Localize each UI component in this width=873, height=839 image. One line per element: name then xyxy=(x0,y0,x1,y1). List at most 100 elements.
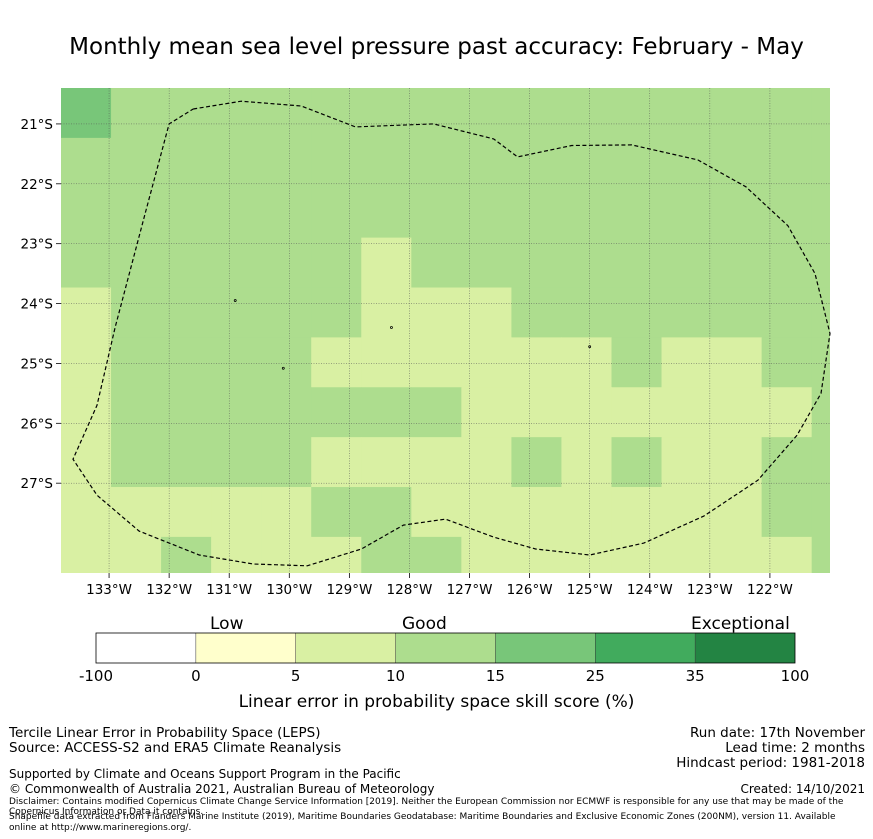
heatmap-cell xyxy=(611,437,663,488)
colorbar-segment xyxy=(96,633,196,663)
heatmap-cell xyxy=(161,237,212,289)
heatmap-cell xyxy=(461,137,512,189)
eez-boundary xyxy=(72,100,831,567)
heatmap-cell xyxy=(761,187,813,239)
heatmap-cell xyxy=(111,437,162,488)
heatmap-cell xyxy=(811,337,830,388)
heatmap-cell xyxy=(111,237,162,289)
heatmap-cell xyxy=(761,137,813,189)
colorbar-tick-label: 25 xyxy=(585,667,605,685)
heatmap-cell xyxy=(561,487,612,538)
heatmap-cell xyxy=(111,137,162,189)
heatmap-cell xyxy=(161,437,212,488)
island-marker xyxy=(588,345,592,349)
heatmap-cell xyxy=(811,187,830,239)
heatmap-cell xyxy=(561,237,612,289)
colorbar-tick-label: 10 xyxy=(386,667,406,685)
y-tick-label: 25°S xyxy=(21,356,54,372)
supported-text: Supported by Climate and Oceans Support … xyxy=(9,767,401,781)
heatmap-cell xyxy=(111,88,162,139)
disclaimer-line-1: Disclaimer: Contains modified Copernicus… xyxy=(9,797,844,807)
heatmap-cell xyxy=(711,487,763,538)
heatmap-cell xyxy=(811,237,830,289)
heatmap-cell xyxy=(611,137,663,189)
heatmap-cell xyxy=(561,287,612,338)
heatmap-cell xyxy=(511,88,562,139)
heatmap-cell xyxy=(311,337,362,388)
heatmap-cell xyxy=(211,88,262,139)
heatmap-cell xyxy=(711,287,763,338)
colorbar-label-low: Low xyxy=(210,614,244,634)
heatmap-cell xyxy=(661,387,713,438)
colorbar-segment xyxy=(195,633,296,663)
heatmap-cell xyxy=(161,387,212,438)
heatmap-cell xyxy=(511,287,562,338)
heatmap-cell xyxy=(461,337,512,388)
heatmap-cell xyxy=(561,337,612,388)
heatmap-cell xyxy=(111,337,162,388)
heatmap-cell xyxy=(761,337,813,388)
heatmap-cell xyxy=(561,536,612,573)
heatmap-cell xyxy=(711,387,763,438)
heatmap-cell xyxy=(211,487,262,538)
heatmap-cell xyxy=(561,187,612,239)
heatmap-cell xyxy=(511,137,562,189)
island-marker xyxy=(233,299,237,302)
heatmap-cell xyxy=(761,387,813,438)
heatmap-cell xyxy=(111,487,162,538)
heatmap-cells xyxy=(61,88,863,637)
heatmap-cell xyxy=(461,437,512,488)
heatmap-cell xyxy=(511,337,562,388)
heatmap-cell xyxy=(811,287,830,338)
heatmap-cell xyxy=(311,88,362,139)
heatmap-cell xyxy=(61,88,112,139)
heatmap-cell xyxy=(261,487,312,538)
heatmap-cell xyxy=(361,437,412,488)
x-tick-label: 129°W xyxy=(326,582,372,598)
heatmap-cell xyxy=(761,487,813,538)
heatmap-cell xyxy=(461,237,512,289)
source-text: Source: ACCESS-S2 and ERA5 Climate Reana… xyxy=(9,740,342,756)
shapefile-line-1: Shapefile data extracted from Flanders M… xyxy=(9,812,836,822)
heatmap-cell xyxy=(511,387,562,438)
heatmap-cell xyxy=(461,536,512,573)
heatmap-cell xyxy=(211,137,262,189)
heatmap-cell xyxy=(761,88,813,139)
heatmap-cell xyxy=(561,387,612,438)
heatmap-cell xyxy=(311,187,362,239)
heatmap-cell xyxy=(361,337,412,388)
heatmap-cell xyxy=(611,536,663,573)
heatmap-cell xyxy=(111,187,162,239)
y-tick-label: 27°S xyxy=(21,476,54,492)
heatmap-cell xyxy=(161,337,212,388)
colorbar-tick-label: 15 xyxy=(485,667,505,685)
heatmap-cell xyxy=(61,536,112,573)
heatmap-cell xyxy=(211,187,262,239)
heatmap-cell xyxy=(611,387,663,438)
heatmap-cell xyxy=(311,536,362,573)
heatmap-cell xyxy=(661,487,713,538)
colorbar-tick-label: 100 xyxy=(780,667,810,685)
heatmap-cell xyxy=(711,337,763,388)
heatmap-cell xyxy=(661,437,713,488)
colorbar-tick-label: -100 xyxy=(78,667,114,685)
heatmap-cell xyxy=(311,437,362,488)
heatmap-cell xyxy=(161,137,212,189)
heatmap-cell xyxy=(261,287,312,338)
heatmap-cell xyxy=(811,487,830,538)
heatmap-cell xyxy=(812,587,863,637)
heatmap-cell xyxy=(211,237,262,289)
heatmap-cell xyxy=(261,88,312,139)
heatmap-cell xyxy=(311,387,362,438)
x-tick-label: 122°W xyxy=(747,582,793,598)
x-tick-label: 128°W xyxy=(387,582,433,598)
heatmap-cell xyxy=(411,237,462,289)
heatmap-cell xyxy=(711,88,763,139)
colorbar-frame xyxy=(95,632,796,664)
heatmap-cell xyxy=(61,437,112,488)
heatmap-cell xyxy=(311,287,362,338)
hindcast-text: Hindcast period: 1981-2018 xyxy=(676,755,865,771)
y-tick-label: 22°S xyxy=(21,177,54,193)
heatmap-cell xyxy=(461,287,512,338)
